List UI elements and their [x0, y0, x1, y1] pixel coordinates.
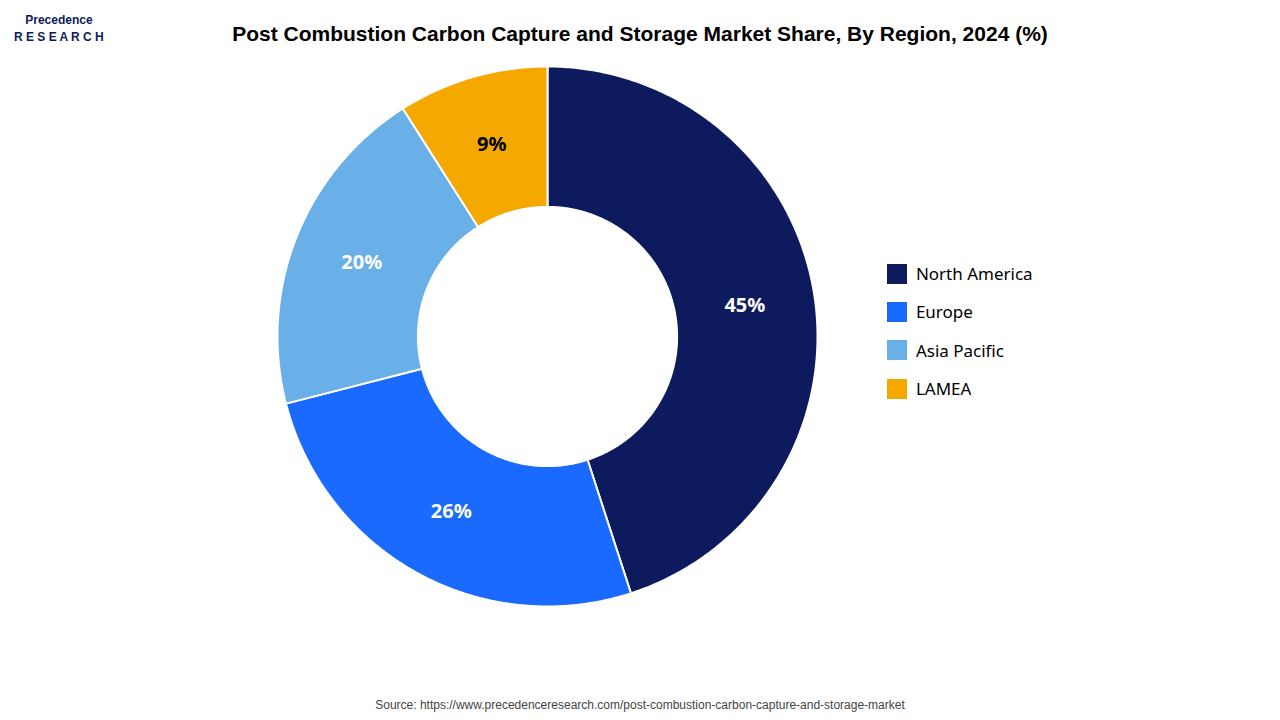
html-text:Precedence R E S E A R C H: Precedence R E S E A R C H [14, 13, 104, 44]
html-text:Asia Pacific: Asia Pacific [915, 338, 1004, 362]
svg-text:9%: 9% [477, 130, 506, 157]
html-text:Europe: Europe [915, 300, 973, 324]
html-text:Post Combustion Carbon Capture: Post Combustion Carbon Capture and Stora… [232, 22, 1048, 45]
svg-text:20%: 20% [342, 248, 383, 275]
svg-text:26%: 26% [431, 497, 472, 524]
html-text:Source: https://www.precedence: Source: https://www.precedenceresearch.c… [375, 698, 905, 712]
svg-text:45%: 45% [725, 291, 766, 318]
html-text:North America: North America [915, 262, 1033, 285]
html-text:LAMEA: LAMEA [915, 377, 972, 401]
